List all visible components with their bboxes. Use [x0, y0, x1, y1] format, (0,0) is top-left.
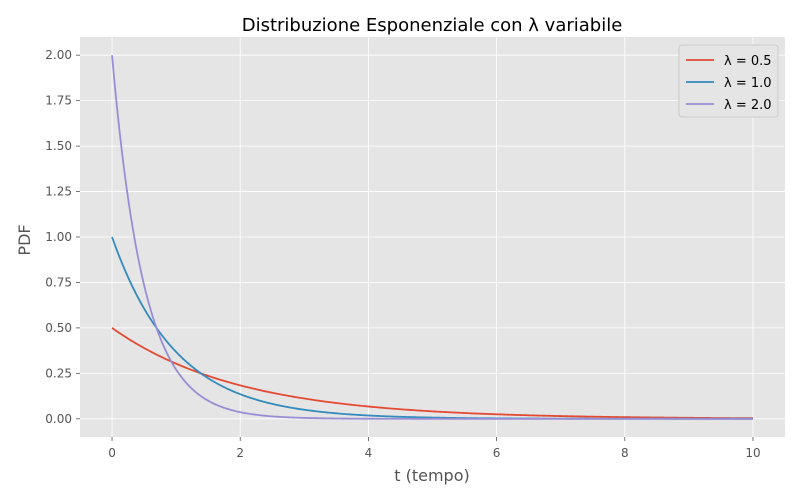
x-tick-label: 8 — [621, 446, 629, 460]
legend-label-1: λ = 0.5 — [724, 54, 772, 69]
y-tick-label: 1.00 — [45, 230, 72, 244]
y-tick-label: 1.75 — [45, 94, 72, 108]
legend: λ = 0.5 λ = 1.0 λ = 2.0 — [678, 44, 779, 118]
legend-label-3: λ = 2.0 — [724, 98, 772, 113]
chart-title: Distribuzione Esponenziale con λ variabi… — [242, 15, 623, 36]
legend-label-2: λ = 1.0 — [724, 76, 772, 91]
x-tick-label: 6 — [493, 446, 501, 460]
y-tick-label: 1.50 — [45, 139, 72, 153]
x-tick-label: 10 — [745, 446, 760, 460]
axes-layer: 0 2 4 6 8 10 0.00 0.25 0.50 0.75 1.00 1.25 1.50 1.75 2… — [45, 48, 760, 460]
grid-layer — [80, 37, 785, 437]
series-line-3 — [111, 55, 753, 420]
x-axis-label: t (tempo) — [394, 466, 470, 485]
y-tick-label: 0.25 — [45, 366, 72, 380]
y-tick-label: 0.00 — [45, 412, 72, 426]
series-layer — [111, 55, 753, 420]
x-tick-label: 0 — [108, 446, 116, 460]
x-tick-label: 4 — [365, 446, 373, 460]
legend-box — [678, 44, 779, 118]
y-tick-label: 2.00 — [45, 48, 72, 62]
y-axis-label: PDF — [15, 224, 34, 255]
x-tick-label: 2 — [236, 446, 244, 460]
y-tick-label: 0.75 — [45, 275, 72, 289]
y-tick-label: 0.50 — [45, 321, 72, 335]
series-line-1 — [111, 327, 753, 420]
y-tick-label: 1.25 — [45, 185, 72, 199]
